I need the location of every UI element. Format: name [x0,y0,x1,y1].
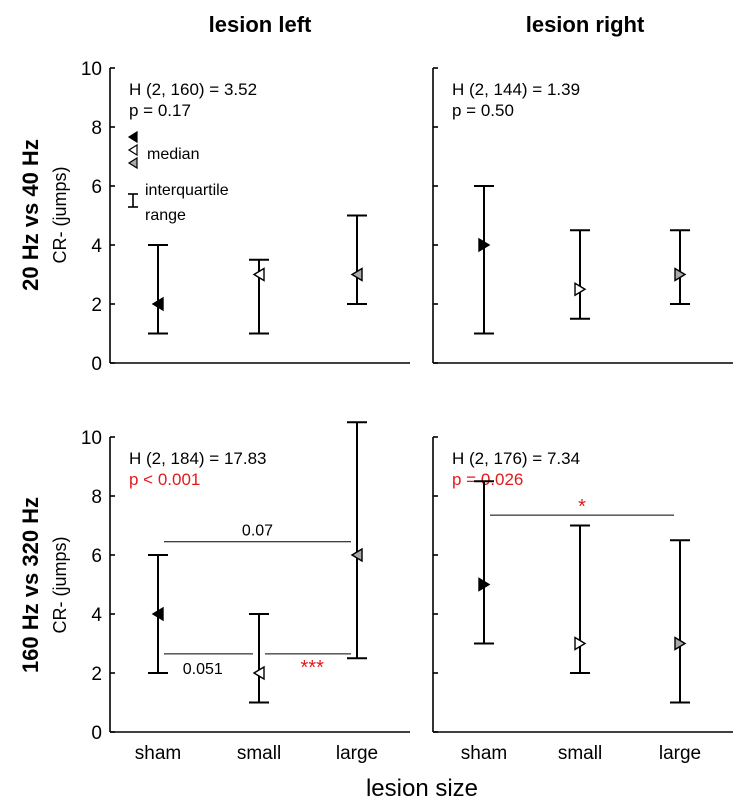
stat-p: p = 0.026 [452,470,523,489]
stat-p: p = 0.17 [129,101,191,120]
panel-top-left: 0 2 4 6 8 10 H (2, 160) = 3.52 p = 0.17 median in… [81,59,410,375]
xlabel-lesion-size: lesion size [366,775,478,802]
stat-h: H (2, 144) = 1.39 [452,80,580,99]
stat-p: p < 0.001 [129,470,200,489]
comparison-label: 0.051 [183,661,223,678]
legend-iqr-label-1: interquartile [145,182,229,199]
stat-h: H (2, 160) = 3.52 [129,80,257,99]
legend-median-label: median [147,146,199,163]
legend: median interquartile range [127,130,229,224]
comparison-label: * [578,496,586,518]
median-marker-sham [151,296,164,312]
panel-top-right: H (2, 144) = 1.39 p = 0.50 [432,67,733,364]
row-title-160-vs-320: 160 Hz vs 320 Hz [18,497,43,673]
y-tick-label: 4 [91,236,102,257]
legend-median-marker [127,156,138,170]
y-tick-label: 0 [91,354,102,375]
col-title-lesion-right: lesion right [526,12,645,37]
panel-bottom-left: 0 2 4 6 8 10 sham small large H (2, 184) = 17.83 p… [81,421,410,764]
panel-bottom-right: sham small large H (2, 176) = 7.34 p = 0.026… [432,436,733,764]
y-tick-label: 8 [91,487,102,508]
legend-median-marker [127,130,138,144]
y-tick-label: 2 [91,664,102,685]
median-marker-large [674,636,687,651]
median-marker-sham [478,237,491,253]
col-title-lesion-left: lesion left [209,12,312,37]
x-tick-label-large: large [659,743,701,764]
median-marker-large [350,267,363,282]
stat-h: H (2, 184) = 17.83 [129,449,267,468]
comparison-label: *** [301,657,325,679]
x-tick-label-sham: sham [135,743,181,764]
ylabel-top: CR- (jumps) [50,167,70,264]
x-tick-label-small: small [558,743,602,764]
median-marker-sham [478,577,491,592]
x-tick-label-small: small [237,743,281,764]
y-tick-label: 10 [81,59,102,80]
median-marker-small [574,636,587,651]
median-marker-small [252,665,265,681]
row-title-20-vs-40: 20 Hz vs 40 Hz [18,139,43,291]
median-marker-sham [151,606,164,622]
median-marker-large [674,267,687,282]
stat-p: p = 0.50 [452,101,514,120]
y-tick-label: 6 [91,546,102,567]
y-tick-label: 2 [91,295,102,316]
y-tick-label: 10 [81,428,102,449]
x-tick-label-sham: sham [461,743,507,764]
y-tick-label: 8 [91,118,102,139]
y-tick-label: 6 [91,177,102,198]
comparison-label: 0.07 [242,523,273,540]
stat-h: H (2, 176) = 7.34 [452,449,580,468]
legend-iqr-label-2: range [145,207,186,224]
legend-median-marker [127,143,138,157]
ylabel-bottom: CR- (jumps) [50,537,70,634]
median-marker-small [252,267,265,282]
y-tick-label: 4 [91,605,102,626]
y-tick-label: 0 [91,723,102,744]
x-tick-label-large: large [336,743,378,764]
median-marker-large [350,547,363,563]
median-marker-small [574,282,587,297]
